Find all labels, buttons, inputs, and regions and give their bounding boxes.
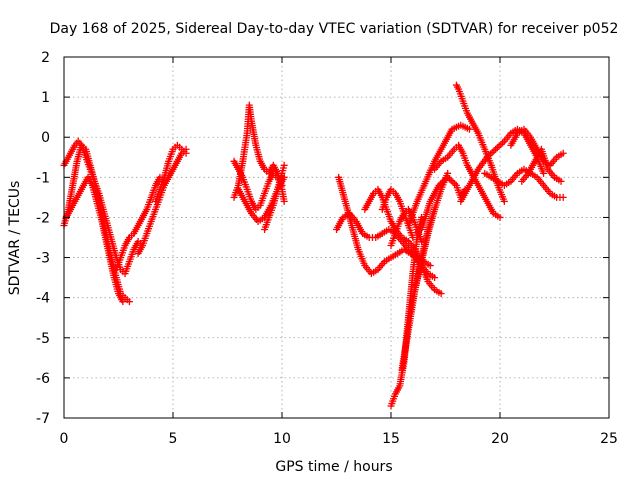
data-point — [495, 142, 503, 150]
data-point — [449, 178, 457, 186]
plot-frame — [63, 56, 610, 419]
x-axis-label: GPS time / hours — [275, 459, 392, 475]
series-sat-s — [404, 121, 473, 229]
y-tick-label: -4 — [36, 291, 50, 307]
x-tick-label: 25 — [600, 431, 618, 447]
y-tick-label: -6 — [36, 371, 50, 387]
x-tick-label: 15 — [382, 431, 400, 447]
series-sat-f — [152, 141, 190, 205]
y-tick-label: 2 — [41, 50, 50, 66]
y-tick-label: -3 — [36, 251, 50, 267]
y-tick-label: 1 — [41, 90, 50, 106]
data-point — [426, 262, 434, 270]
data-point — [499, 139, 507, 147]
x-tick-label: 20 — [491, 431, 509, 447]
series-sat-y — [507, 125, 567, 169]
x-tick-label: 10 — [273, 431, 291, 447]
series-sat-b — [60, 137, 146, 278]
data-point — [497, 140, 505, 148]
data-point — [500, 197, 508, 205]
grid-lines — [64, 57, 609, 418]
y-tick-label: -1 — [36, 170, 50, 186]
data-point — [488, 148, 496, 156]
y-axis-label: SDTVAR / TECUs — [7, 181, 23, 296]
x-tick-label: 5 — [169, 431, 178, 447]
data-point — [490, 147, 498, 155]
data-point — [492, 145, 500, 153]
data-point — [540, 169, 548, 177]
series-sat-n — [378, 185, 417, 241]
data-point — [431, 274, 439, 282]
series-sat-c — [62, 173, 127, 306]
x-axis-ticks: 0 5 10 15 20 25 — [60, 57, 618, 447]
data-point — [125, 298, 133, 306]
series-sat-x — [481, 165, 567, 201]
y-axis-ticks: -7 -6 -5 -4 -3 -2 -1 0 1 2 — [36, 50, 609, 427]
y-tick-label: -2 — [36, 210, 50, 226]
x-tick-label: 0 — [60, 431, 69, 447]
series-sat-a — [60, 141, 133, 306]
series-sat-h — [230, 157, 288, 213]
y-tick-label: 0 — [41, 130, 50, 146]
data-point — [437, 290, 445, 298]
data-point — [496, 213, 504, 221]
data-point — [559, 193, 567, 201]
data-marks — [60, 81, 567, 410]
data-point — [465, 125, 473, 133]
series-sat-j — [261, 161, 288, 233]
data-point — [559, 149, 567, 157]
data-point — [280, 197, 288, 205]
series-sat-e — [134, 145, 190, 258]
data-point — [493, 144, 501, 152]
series-sat-z — [518, 145, 565, 185]
series-sat-d — [112, 173, 168, 274]
chart-title: Day 168 of 2025, Sidereal Day-to-day VTE… — [50, 21, 619, 37]
data-point — [557, 177, 565, 185]
data-point — [182, 149, 190, 157]
data-point — [280, 161, 288, 169]
y-tick-label: -7 — [36, 411, 50, 427]
y-tick-label: -5 — [36, 331, 50, 347]
data-point — [119, 298, 127, 306]
